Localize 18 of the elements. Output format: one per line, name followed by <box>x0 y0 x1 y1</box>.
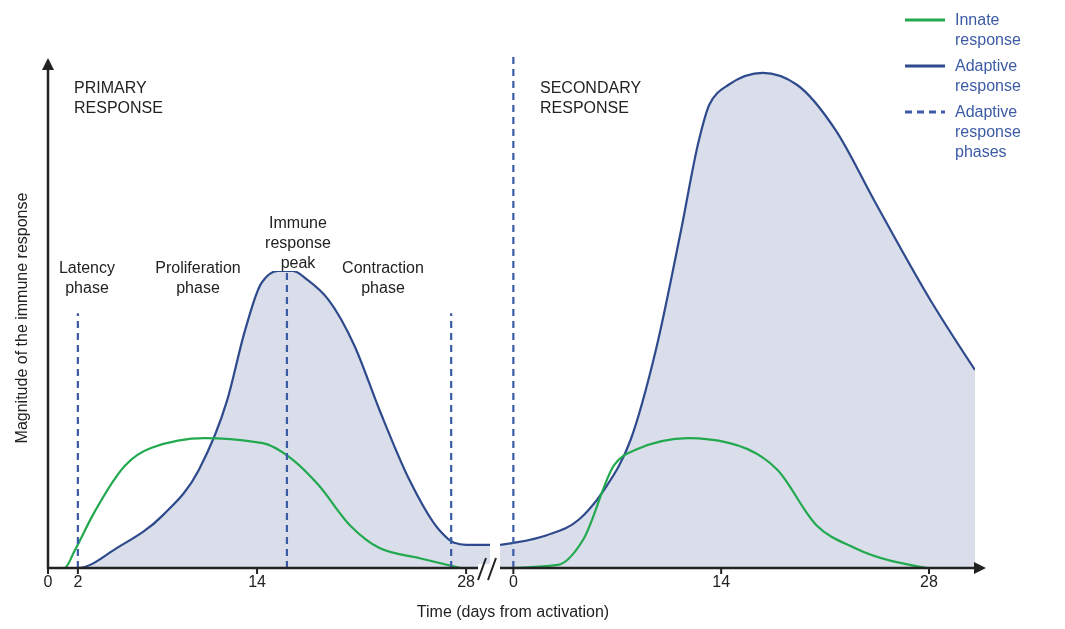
x-tick-label: 2 <box>73 573 83 591</box>
x-tick-label: 14 <box>712 573 731 591</box>
annotation: SECONDARY RESPONSE <box>540 78 642 118</box>
x-axis-title: Time (days from activation) <box>415 602 611 622</box>
legend-label: Adaptive response <box>955 56 1022 96</box>
legend-label: Innate response <box>955 10 1022 50</box>
x-tick-label: 14 <box>248 573 267 591</box>
annotation: Contraction phase <box>341 258 425 298</box>
annotation: Immune response peak <box>264 213 332 273</box>
legend-label: Adaptive response phases <box>955 102 1022 162</box>
x-tick-label: 28 <box>920 573 938 591</box>
annotation: Proliferation phase <box>154 258 242 298</box>
y-axis-title: Magnitude of the immune response <box>12 191 31 446</box>
x-tick-label: 28 <box>457 573 476 591</box>
x-tick-label: 0 <box>508 573 518 591</box>
annotation: Latency phase <box>57 258 116 298</box>
x-tick-label: 0 <box>43 573 53 591</box>
text: PRIMARY RESPONSE <box>74 78 164 118</box>
